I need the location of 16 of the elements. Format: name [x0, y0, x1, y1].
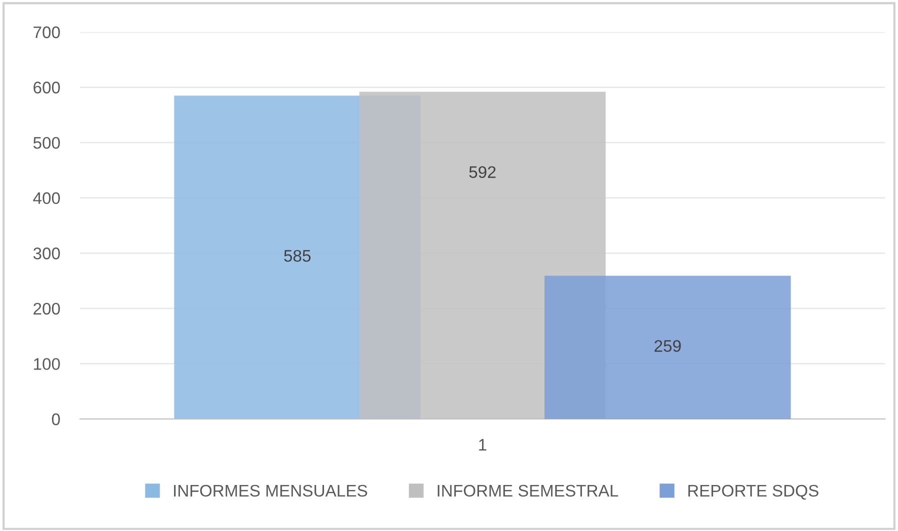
y-tick-label: 700	[34, 26, 60, 38]
y-tick-label: 600	[34, 82, 60, 94]
y-tick-label: 400	[33, 192, 60, 204]
data-label: 259	[654, 340, 681, 352]
legend-label: INFORMES MENSUALES	[174, 484, 368, 497]
y-tick-label: 200	[34, 302, 60, 315]
data-label: 585	[284, 250, 311, 262]
x-tick-label: 1	[479, 439, 486, 451]
y-tick-label: 500	[33, 136, 60, 149]
data-label: 592	[469, 166, 496, 178]
legend-label: INFORME SEMESTRAL	[438, 484, 618, 497]
y-tick-label: 100	[34, 358, 60, 370]
y-tick-label: 0	[52, 413, 60, 426]
bar	[544, 276, 791, 419]
y-tick-label: 300	[33, 248, 60, 260]
legend-label: REPORTE SDQS	[688, 484, 818, 500]
